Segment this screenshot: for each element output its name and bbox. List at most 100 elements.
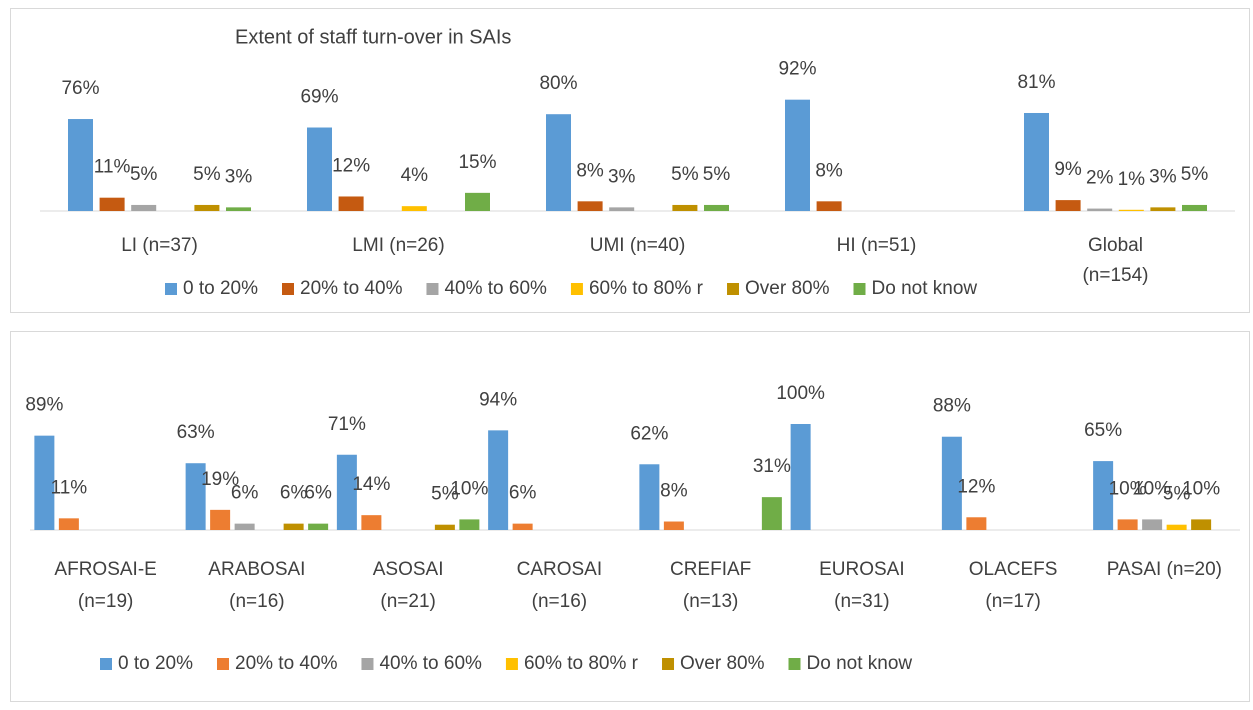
bar <box>546 114 571 211</box>
bar <box>672 204 698 211</box>
data-label: 5% <box>431 484 459 505</box>
legend-swatch <box>217 658 229 670</box>
data-label: 10% <box>1109 478 1147 499</box>
data-label: 3% <box>1149 166 1177 187</box>
bar <box>1166 524 1187 530</box>
bar <box>1150 207 1176 211</box>
bar <box>68 119 93 211</box>
bar <box>1093 461 1114 530</box>
bar <box>512 523 533 530</box>
data-label: 11% <box>51 477 88 498</box>
legend-swatch <box>361 658 374 670</box>
data-label: 80% <box>539 73 577 94</box>
bar <box>1118 209 1144 211</box>
data-label: 94% <box>479 389 517 410</box>
data-label: 65% <box>1084 420 1122 441</box>
data-label: 6% <box>509 483 537 504</box>
legend-label: 60% to 80% r <box>524 653 639 674</box>
data-label: 4% <box>401 165 429 186</box>
bar <box>816 201 842 211</box>
bar <box>307 127 332 211</box>
bar <box>336 454 357 530</box>
x-tick-label: LI (n=37) <box>121 235 198 256</box>
bar <box>1182 204 1207 211</box>
data-label: 6% <box>304 483 332 504</box>
x-tick-label-line: (n=17) <box>985 591 1040 612</box>
x-tick-label: ASOSAI (n=21) <box>373 559 444 612</box>
bar <box>283 523 304 530</box>
data-label: 8% <box>815 160 843 181</box>
bar <box>465 192 490 211</box>
data-label: 63% <box>177 422 215 443</box>
data-label: 12% <box>332 155 370 176</box>
x-tick-label: LMI (n=26) <box>352 235 444 256</box>
x-tick-label-line: EUROSAI <box>819 559 905 580</box>
x-tick-label-line: (n=21) <box>380 591 435 612</box>
legend-label: 0 to 20% <box>118 653 193 674</box>
data-label: 10% <box>1182 478 1220 499</box>
data-label: 71% <box>328 414 366 435</box>
bar <box>1142 519 1163 530</box>
x-tick-label-line: (n=13) <box>683 591 738 612</box>
bar <box>1191 519 1212 530</box>
data-label: 10% <box>1133 478 1171 499</box>
data-label: 2% <box>1086 168 1114 189</box>
data-label: 89% <box>25 395 63 416</box>
legend-label: 20% to 40% <box>235 653 338 674</box>
data-label: 88% <box>933 396 971 417</box>
bar <box>1117 519 1138 530</box>
data-label: 5% <box>130 164 158 185</box>
x-tick-label-line: (n=154) <box>1082 265 1148 286</box>
x-tick-label: UMI (n=40) <box>590 235 686 256</box>
data-label: 81% <box>1017 72 1055 93</box>
data-label: 92% <box>778 59 816 80</box>
bar <box>234 523 255 530</box>
data-label: 100% <box>776 383 825 404</box>
x-tick-label-line: AFROSAI-E <box>54 559 156 580</box>
data-label: 11% <box>94 157 131 178</box>
data-label: 69% <box>300 87 338 108</box>
bar <box>210 509 231 530</box>
bar <box>609 207 635 211</box>
legend-label: Do not know <box>872 278 978 299</box>
bar <box>790 424 811 530</box>
data-label: 6% <box>231 483 259 504</box>
x-tick-label-line: ARABOSAI <box>208 559 305 580</box>
data-label: 6% <box>280 483 308 504</box>
data-label: 10% <box>450 478 488 499</box>
bar <box>488 430 509 530</box>
data-label: 62% <box>630 423 668 444</box>
bar <box>401 206 427 211</box>
legend-swatch <box>570 283 583 295</box>
data-label: 31% <box>753 456 791 477</box>
x-tick-label: ARABOSAI (n=16) <box>208 559 305 612</box>
legend-label: 20% to 40% <box>300 278 403 299</box>
bar <box>459 519 480 530</box>
x-tick-label: PASAI (n=20) <box>1107 559 1222 580</box>
data-label: 3% <box>608 166 636 187</box>
x-tick-label: CAROSAI (n=16) <box>517 559 603 612</box>
data-label: 9% <box>1054 159 1082 180</box>
legend-swatch <box>727 283 740 295</box>
bar <box>58 518 79 530</box>
legend-label: Do not know <box>807 653 913 674</box>
x-tick-label: CREFIAF (n=13) <box>670 559 751 612</box>
bar <box>761 497 782 530</box>
bar <box>639 464 660 530</box>
data-label: 8% <box>576 160 604 181</box>
legend-swatch <box>165 283 177 295</box>
bar <box>131 204 157 211</box>
data-label: 5% <box>1181 164 1209 185</box>
bar <box>785 99 810 211</box>
bar <box>338 196 364 211</box>
bar <box>308 523 329 530</box>
x-tick-label-line: CREFIAF <box>670 559 751 580</box>
bar <box>1024 112 1049 211</box>
data-label: 15% <box>458 152 496 173</box>
x-tick-label-line: CAROSAI <box>517 559 603 580</box>
legend-label: Over 80% <box>680 653 765 674</box>
bar <box>663 521 684 530</box>
legend-swatch <box>662 658 675 670</box>
data-label: 8% <box>660 481 688 502</box>
